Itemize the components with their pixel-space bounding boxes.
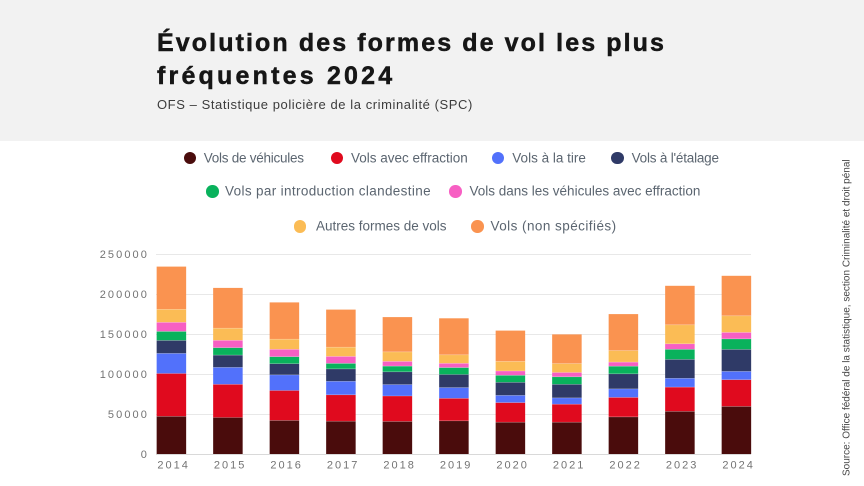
- svg-text:2014: 2014: [157, 460, 189, 472]
- svg-text:0: 0: [141, 449, 149, 461]
- svg-text:2024: 2024: [722, 460, 754, 472]
- svg-text:2018: 2018: [383, 460, 415, 472]
- svg-text:2021: 2021: [553, 460, 585, 472]
- svg-text:150000: 150000: [100, 329, 149, 341]
- svg-text:2019: 2019: [440, 460, 472, 472]
- svg-text:2022: 2022: [609, 460, 641, 472]
- svg-text:50000: 50000: [108, 409, 149, 421]
- svg-text:2017: 2017: [327, 460, 359, 472]
- svg-text:2016: 2016: [270, 460, 302, 472]
- svg-text:2023: 2023: [666, 460, 698, 472]
- svg-text:Source: Office fédéral de la s: Source: Office fédéral de la statistique…: [842, 159, 853, 476]
- svg-text:100000: 100000: [100, 369, 149, 381]
- svg-text:2020: 2020: [496, 460, 528, 472]
- svg-text:250000: 250000: [100, 249, 149, 261]
- svg-text:200000: 200000: [100, 289, 149, 301]
- svg-text:2015: 2015: [214, 460, 246, 472]
